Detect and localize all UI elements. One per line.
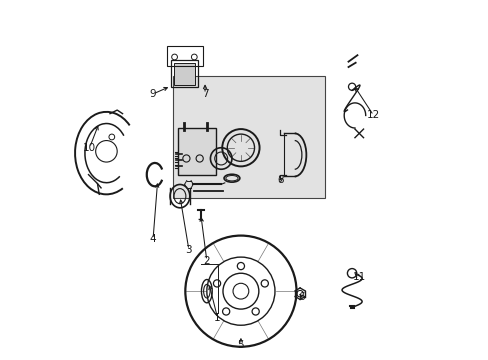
Text: 2: 2 — [203, 256, 210, 266]
Text: 1: 1 — [214, 313, 221, 323]
Text: 8: 8 — [277, 175, 283, 185]
Bar — [171, 60, 198, 87]
Text: 5: 5 — [237, 340, 244, 350]
Text: 9: 9 — [149, 89, 156, 99]
Text: 6: 6 — [298, 292, 305, 302]
FancyBboxPatch shape — [178, 128, 215, 175]
FancyBboxPatch shape — [172, 76, 325, 198]
Text: 7: 7 — [202, 89, 208, 99]
Text: 11: 11 — [352, 272, 365, 282]
Text: 10: 10 — [83, 143, 96, 153]
Bar — [174, 63, 194, 85]
Text: 12: 12 — [366, 111, 380, 121]
Text: 3: 3 — [185, 245, 192, 255]
Text: 4: 4 — [149, 234, 156, 244]
